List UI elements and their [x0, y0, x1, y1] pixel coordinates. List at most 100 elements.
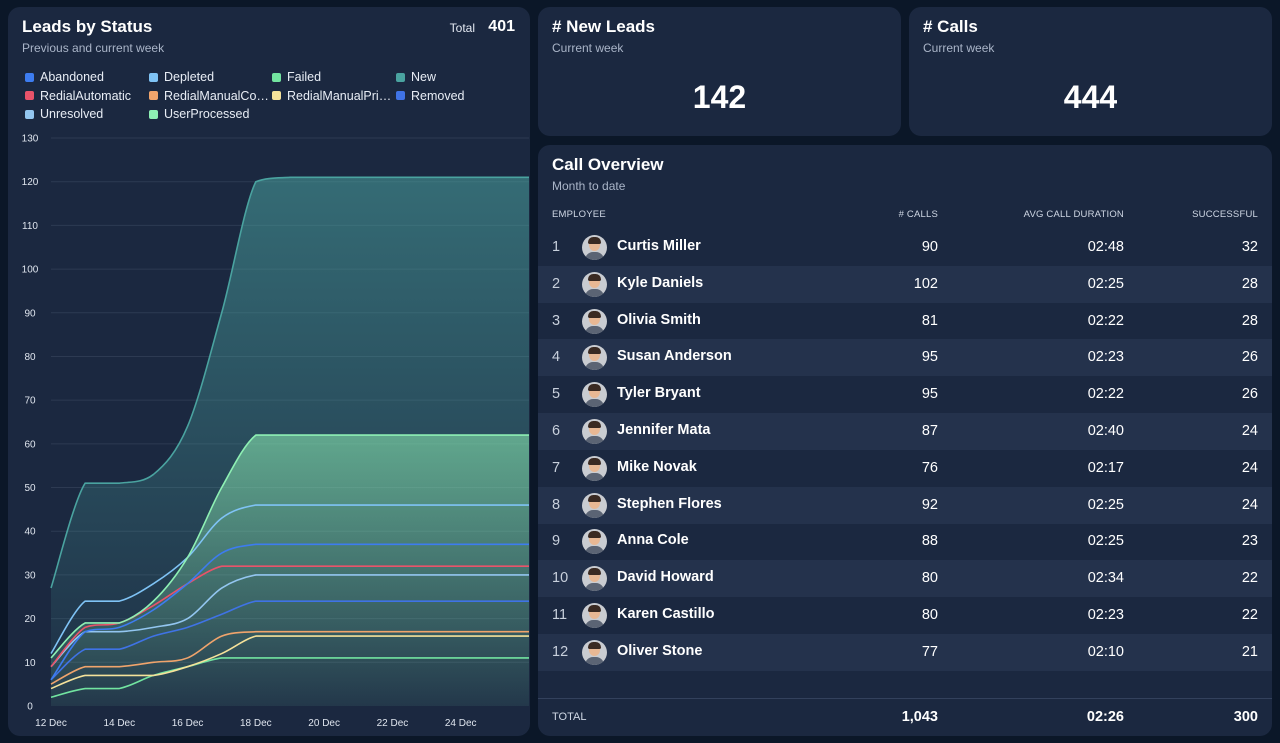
y-tick-label: 10 [24, 658, 36, 669]
x-tick-label: 24 Dec [445, 718, 477, 729]
avatar [582, 345, 607, 371]
table-row[interactable]: 5 Tyler Bryant 95 02:22 26 [538, 376, 1272, 413]
series-line [50, 504, 529, 655]
header-employee[interactable]: EMPLOYEE [552, 209, 606, 220]
legend-label: Unresolved [40, 107, 104, 121]
avatar [582, 235, 607, 260]
successful-count: 23 [1241, 533, 1258, 550]
y-tick-label: 70 [24, 396, 36, 407]
legend-item[interactable]: Depleted [149, 70, 214, 84]
table-row[interactable]: 8 Stephen Flores 92 02:25 24 [538, 486, 1272, 524]
calls-count: 77 [921, 643, 938, 660]
y-tick-label: 20 [24, 614, 36, 625]
avatar [582, 382, 607, 408]
legend-item[interactable]: Failed [272, 70, 321, 84]
table-row[interactable]: 12 Oliver Stone 77 02:10 21 [538, 633, 1272, 671]
successful-count: 21 [1241, 643, 1258, 660]
y-tick-label: 30 [24, 570, 36, 581]
table-row[interactable]: 11 Karen Castillo 80 02:23 22 [538, 597, 1272, 634]
legend-label: New [411, 70, 437, 84]
legend-swatch [149, 91, 158, 100]
call-overview-card: Call Overview Month to date EMPLOYEE # C… [538, 145, 1272, 736]
header-successful[interactable]: SUCCESSFUL [1192, 209, 1258, 220]
legend-label: Abandoned [40, 70, 104, 84]
footer-total-calls: 1,043 [901, 709, 938, 725]
avatar [582, 419, 607, 444]
call-overview-title: Call Overview [552, 155, 664, 174]
x-tick-label: 22 Dec [377, 718, 409, 729]
successful-count: 28 [1241, 312, 1258, 329]
series-line [50, 635, 529, 690]
row-rank: 6 [552, 423, 561, 439]
avg-call-duration: 02:23 [1087, 349, 1124, 366]
table-row[interactable]: 1 Curtis Miller 90 02:48 32 [538, 229, 1272, 266]
row-rank: 7 [552, 459, 561, 476]
calls-count: 80 [921, 607, 938, 623]
table-row[interactable]: 6 Jennifer Mata 87 02:40 24 [538, 413, 1272, 450]
avg-call-duration: 02:23 [1087, 607, 1124, 623]
legend-label: RedialManualPri… [287, 88, 392, 103]
new-leads-title: # New Leads [552, 17, 655, 36]
total-value: 401 [488, 18, 515, 35]
series-line [50, 657, 529, 699]
legend-swatch [272, 91, 281, 100]
calls-count: 87 [921, 423, 938, 439]
legend-swatch [272, 72, 281, 82]
total-label: Total [449, 21, 475, 35]
table-row[interactable]: 3 Olivia Smith 81 02:22 28 [538, 303, 1272, 340]
legend-item[interactable]: New [396, 70, 436, 84]
table-row[interactable]: 4 Susan Anderson 95 02:23 26 [538, 339, 1272, 377]
legend-swatch [25, 91, 34, 100]
x-tick-label: 18 Dec [240, 718, 272, 729]
y-tick-label: 0 [27, 702, 33, 713]
leads-title: Leads by Status [22, 17, 153, 36]
row-rank: 8 [552, 496, 561, 513]
new-leads-card: # New Leads Current week 142 [538, 7, 901, 136]
legend-item[interactable]: Abandoned [25, 70, 104, 84]
avg-call-duration: 02:34 [1087, 570, 1124, 587]
avg-call-duration: 02:22 [1087, 386, 1124, 403]
series-area [51, 435, 529, 706]
y-tick-label: 90 [24, 308, 36, 319]
calls-count: 102 [913, 275, 938, 292]
calls-count: 95 [921, 386, 938, 403]
legend-swatch [25, 109, 34, 119]
employee-name: Kyle Daniels [617, 274, 704, 291]
employee-name: Mike Novak [617, 458, 697, 475]
avatar [582, 639, 607, 665]
employee-name: Curtis Miller [617, 238, 701, 254]
avg-call-duration: 02:25 [1087, 533, 1124, 550]
table-row[interactable]: 7 Mike Novak 76 02:17 24 [538, 450, 1272, 487]
successful-count: 24 [1241, 496, 1258, 513]
employee-name: Stephen Flores [617, 495, 722, 512]
avg-call-duration: 02:25 [1087, 275, 1124, 292]
legend-item[interactable]: RedialManualCo… [149, 89, 269, 103]
y-tick-label: 120 [22, 177, 39, 188]
legend-swatch [396, 91, 405, 100]
calls-count: 92 [921, 496, 938, 513]
avatar [582, 529, 607, 555]
table-row[interactable]: 9 Anna Cole 88 02:25 23 [538, 523, 1272, 560]
table-row[interactable]: 10 David Howard 80 02:34 22 [538, 560, 1272, 598]
header-calls[interactable]: # CALLS [898, 209, 938, 220]
avg-call-duration: 02:40 [1087, 423, 1124, 439]
y-tick-label: 40 [24, 527, 36, 538]
row-rank: 9 [552, 533, 561, 550]
row-rank: 3 [552, 312, 561, 329]
series-line [50, 600, 529, 681]
avatar [582, 455, 607, 481]
row-rank: 11 [552, 607, 568, 623]
legend-swatch [396, 72, 405, 82]
legend-item[interactable]: RedialManualPri… [272, 89, 391, 103]
calls-card: # Calls Current week 444 [909, 7, 1272, 136]
legend-item[interactable]: Removed [396, 89, 465, 103]
legend-item[interactable]: RedialAutomatic [25, 89, 131, 103]
legend-item[interactable]: UserProcessed [149, 107, 249, 121]
successful-count: 32 [1241, 239, 1258, 255]
avg-call-duration: 02:17 [1087, 459, 1124, 476]
table-row[interactable]: 2 Kyle Daniels 102 02:25 28 [538, 265, 1272, 303]
header-duration[interactable]: AVG CALL DURATION [1023, 209, 1124, 220]
legend-item[interactable]: Unresolved [25, 107, 103, 121]
y-tick-label: 130 [22, 134, 39, 145]
footer-total-successful: 300 [1233, 709, 1258, 725]
